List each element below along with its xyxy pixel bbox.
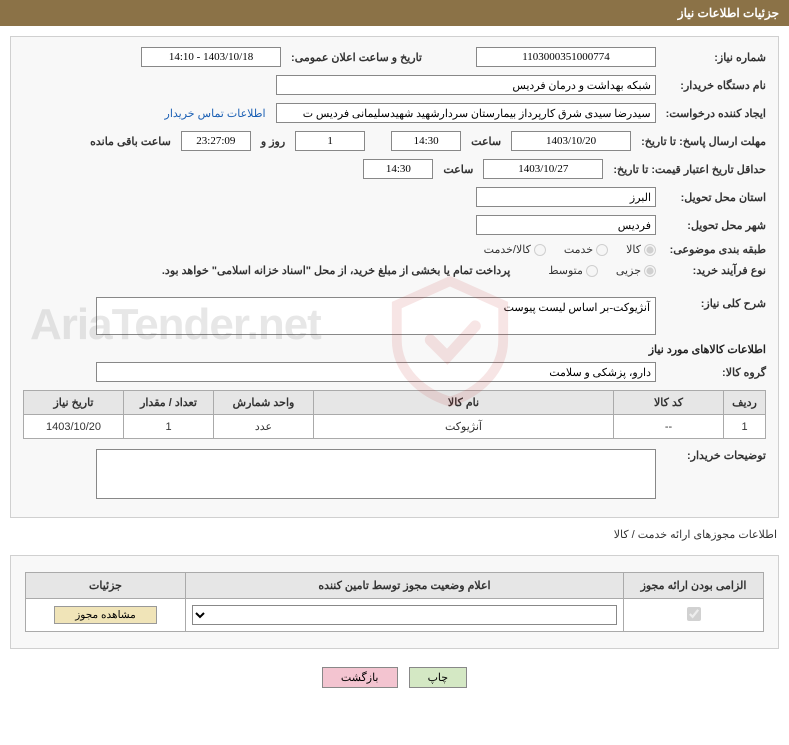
th-status: اعلام وضعیت مجوز توسط تامین کننده <box>186 573 624 599</box>
countdown-field <box>181 131 251 151</box>
validity-time-field <box>363 159 433 179</box>
cell-status <box>186 599 624 632</box>
table-row: 1 -- آنژیوکت عدد 1 1403/10/20 <box>24 415 766 439</box>
license-section-title: اطلاعات مجوزهای ارائه خدمت / کالا <box>0 528 789 545</box>
group-field <box>96 362 656 382</box>
days-and-label: روز و <box>261 135 285 148</box>
license-panel: الزامی بودن ارائه مجوز اعلام وضعیت مجوز … <box>10 555 779 649</box>
radio-service[interactable]: خدمت <box>564 243 608 256</box>
deadline-date-field <box>511 131 631 151</box>
announce-label: تاریخ و ساعت اعلان عمومی: <box>291 51 422 64</box>
buyer-contact-link[interactable]: اطلاعات تماس خریدار <box>165 107 266 120</box>
status-dropdown[interactable] <box>192 605 617 625</box>
th-code: کد کالا <box>614 391 724 415</box>
buyer-org-label: نام دستگاه خریدار: <box>666 79 766 92</box>
goods-table: ردیف کد کالا نام کالا واحد شمارش تعداد /… <box>23 390 766 439</box>
radio-medium[interactable]: متوسط <box>548 264 598 277</box>
validity-label: حداقل تاریخ اعتبار قیمت: تا تاریخ: <box>613 163 766 176</box>
cell-details: مشاهده مجوز <box>26 599 186 632</box>
funding-note: پرداخت تمام یا بخشی از مبلغ خرید، از محل… <box>162 264 510 277</box>
cell-mandatory <box>624 599 764 632</box>
time-label-1: ساعت <box>471 135 501 148</box>
print-button[interactable]: چاپ <box>409 667 468 688</box>
category-radio-group: کالا خدمت کالا/خدمت <box>484 243 656 256</box>
days-count-field <box>295 131 365 151</box>
deadline-label: مهلت ارسال پاسخ: تا تاریخ: <box>641 135 766 148</box>
summary-label: شرح کلی نیاز: <box>666 297 766 310</box>
cell-code: -- <box>614 415 724 439</box>
buyer-notes-textarea <box>96 449 656 499</box>
announce-field <box>141 47 281 67</box>
th-row: ردیف <box>724 391 766 415</box>
summary-textarea: آنژیوکت-بر اساس لیست پیوست <box>96 297 656 335</box>
th-name: نام کالا <box>314 391 614 415</box>
th-unit: واحد شمارش <box>214 391 314 415</box>
th-date: تاریخ نیاز <box>24 391 124 415</box>
requester-label: ایجاد کننده درخواست: <box>666 107 766 120</box>
cell-qty: 1 <box>124 415 214 439</box>
province-field <box>476 187 656 207</box>
th-details: جزئیات <box>26 573 186 599</box>
category-label: طبقه بندی موضوعی: <box>666 243 766 256</box>
radio-goods[interactable]: کالا <box>626 243 656 256</box>
page-header: جزئیات اطلاعات نیاز <box>0 0 789 26</box>
cell-unit: عدد <box>214 415 314 439</box>
back-button[interactable]: بازگشت <box>322 667 398 688</box>
radio-both[interactable]: کالا/خدمت <box>484 243 546 256</box>
view-license-button[interactable]: مشاهده مجوز <box>54 606 157 624</box>
process-radio-group: جزیی متوسط <box>548 264 656 277</box>
province-label: استان محل تحویل: <box>666 191 766 204</box>
license-row: مشاهده مجوز <box>26 599 764 632</box>
mandatory-checkbox <box>687 607 701 621</box>
validity-date-field <box>483 159 603 179</box>
deadline-time-field <box>391 131 461 151</box>
need-number-field <box>476 47 656 67</box>
main-panel: شماره نیاز: تاریخ و ساعت اعلان عمومی: نا… <box>10 36 779 518</box>
requester-field <box>276 103 656 123</box>
city-label: شهر محل تحویل: <box>666 219 766 232</box>
remaining-label: ساعت باقی مانده <box>90 135 171 148</box>
cell-name: آنژیوکت <box>314 415 614 439</box>
group-label: گروه کالا: <box>666 366 766 379</box>
license-table: الزامی بودن ارائه مجوز اعلام وضعیت مجوز … <box>25 572 764 632</box>
radio-partial[interactable]: جزیی <box>616 264 656 277</box>
cell-idx: 1 <box>724 415 766 439</box>
buyer-notes-label: توضیحات خریدار: <box>666 449 766 462</box>
goods-info-title: اطلاعات کالاهای مورد نیاز <box>23 343 766 356</box>
cell-date: 1403/10/20 <box>24 415 124 439</box>
th-mandatory: الزامی بودن ارائه مجوز <box>624 573 764 599</box>
buyer-org-field <box>276 75 656 95</box>
th-qty: تعداد / مقدار <box>124 391 214 415</box>
process-label: نوع فرآیند خرید: <box>666 264 766 277</box>
city-field <box>476 215 656 235</box>
need-number-label: شماره نیاز: <box>666 51 766 64</box>
time-label-2: ساعت <box>443 163 473 176</box>
footer-buttons: چاپ بازگشت <box>0 659 789 702</box>
